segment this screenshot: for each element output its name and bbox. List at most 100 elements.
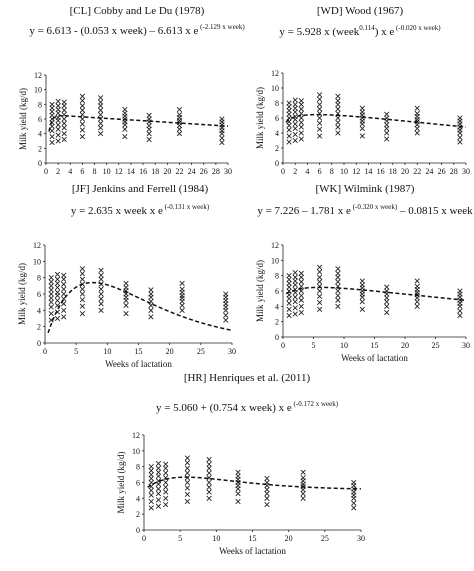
data-point (123, 302, 129, 309)
x-tick-label: 30 (224, 167, 232, 176)
data-point (79, 297, 86, 303)
data-point (335, 119, 341, 126)
data-point (286, 139, 292, 145)
data-point (184, 470, 191, 476)
x-tick-label: 26 (200, 167, 208, 176)
data-point (292, 121, 298, 127)
data-point (206, 465, 212, 471)
data-point (79, 121, 86, 127)
data-point (286, 133, 292, 139)
data-point (61, 125, 67, 131)
x-tick-label: 6 (318, 167, 322, 176)
data-point (55, 98, 61, 105)
data-point (48, 310, 54, 317)
y-tick-label: 12 (271, 241, 279, 250)
data-point (79, 270, 86, 277)
data-point (179, 280, 185, 287)
data-point (146, 112, 152, 118)
data-point (219, 135, 225, 141)
equation-tail: ) x e (375, 26, 395, 38)
data-point (286, 284, 292, 290)
data-point (54, 280, 61, 287)
x-tick-label: 26 (438, 167, 446, 176)
data-point (55, 138, 61, 144)
data-point (316, 264, 323, 270)
y-tick-label: 0 (275, 159, 279, 168)
equation-main: y = 7.226 – 1.781 x e (257, 205, 351, 217)
data-point (298, 274, 304, 280)
y-tick-label: 8 (275, 99, 279, 108)
data-point (79, 266, 86, 272)
data-point (61, 314, 67, 320)
data-point (79, 276, 86, 282)
data-point (163, 502, 169, 508)
data-point (98, 267, 104, 273)
data-point (298, 136, 304, 142)
panel-title: [WD] Wood (1967) (317, 5, 404, 17)
data-point (148, 498, 154, 505)
data-point (219, 116, 225, 122)
data-point (298, 297, 304, 303)
data-point (457, 308, 463, 314)
y-tick-label: 8 (37, 274, 41, 283)
y-tick-label: 10 (271, 256, 279, 265)
data-point (61, 281, 67, 287)
data-point (292, 137, 298, 144)
data-point (163, 484, 169, 490)
data-point (49, 128, 55, 134)
panel-title: [CL] Cobby and Le Du (1978) (70, 5, 205, 17)
x-tick-label: 30 (228, 347, 236, 356)
x-tick-label: 14 (364, 167, 372, 176)
data-point (359, 109, 365, 115)
data-point (148, 287, 154, 293)
data-point (384, 309, 390, 316)
x-tick-label: 20 (163, 167, 171, 176)
data-point (264, 502, 270, 508)
y-axis-label: Milk yield (kg/d) (116, 452, 126, 514)
data-point (298, 101, 304, 108)
data-point (316, 269, 323, 275)
y-tick-label: 12 (132, 431, 140, 440)
data-point (335, 130, 341, 136)
data-point (235, 473, 241, 479)
data-point (286, 127, 292, 133)
equation-exponent: (-0.172 x week) (292, 400, 339, 408)
data-point (414, 303, 420, 309)
data-point (384, 136, 390, 142)
data-point (292, 299, 298, 305)
fitted-curve (48, 114, 229, 132)
data-point (300, 475, 306, 481)
data-point (298, 279, 304, 285)
data-point (163, 495, 169, 501)
data-point (54, 284, 61, 291)
data-point (292, 274, 298, 280)
data-point (316, 299, 323, 306)
equation-main: y = 6.613 - (0.053 x week) – 6.613 x e (29, 25, 198, 37)
data-point (300, 490, 306, 497)
y-tick-label: 0 (275, 333, 279, 342)
data-point (98, 296, 104, 302)
y-tick-label: 0 (37, 339, 41, 348)
data-point (351, 500, 357, 506)
panel-hr: [HR] Henriques et al. (2011) y = 5.060 + … (116, 372, 365, 556)
y-tick-label: 10 (271, 84, 279, 93)
data-point (48, 291, 54, 297)
panel-equation: y = 5.928 x (week0.114) x e (-0.020 x we… (279, 24, 441, 38)
data-point (48, 279, 54, 285)
x-tick-label: 14 (127, 167, 135, 176)
fitted-curve (285, 113, 467, 128)
data-point (98, 276, 104, 282)
data-point (55, 103, 61, 109)
data-point (176, 111, 183, 118)
data-point (54, 297, 61, 304)
data-point (316, 279, 323, 285)
data-point (48, 299, 54, 305)
panel-title: [JF] Jenkins and Ferrell (1984) (72, 183, 209, 195)
data-point (148, 314, 154, 320)
data-point (359, 133, 365, 139)
data-point (184, 498, 191, 505)
data-point (146, 131, 152, 137)
data-point (49, 133, 55, 140)
data-point (316, 126, 323, 132)
